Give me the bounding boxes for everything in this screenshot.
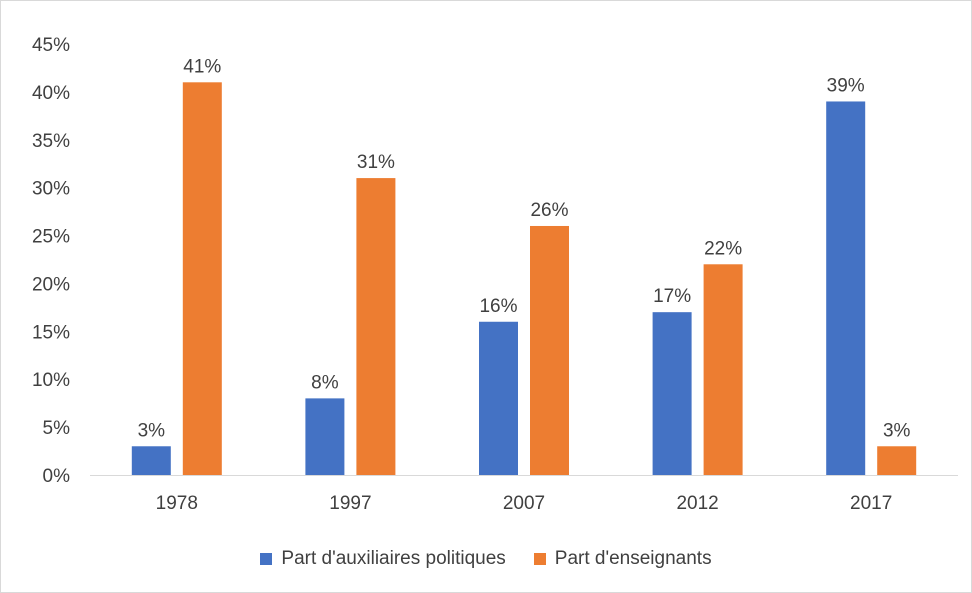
x-tick-label: 1978 [156,493,198,514]
data-label: 3% [138,420,166,441]
data-label: 41% [183,56,221,77]
data-label: 16% [479,296,517,317]
y-tick-label: 25% [32,227,70,248]
data-label: 3% [883,420,911,441]
y-tick-label: 20% [32,274,70,295]
y-tick-label: 45% [32,35,70,56]
data-label: 31% [357,152,395,173]
bar-enseignants-2007 [530,225,569,475]
y-tick-label: 10% [32,370,70,391]
x-tick-label: 2012 [676,493,718,514]
x-tick-label: 2017 [850,493,892,514]
legend-label-enseignants: Part d'enseignants [554,548,712,569]
data-label: 26% [530,200,568,221]
legend-swatch-auxiliaires [260,553,273,565]
legend-item-enseignants: Part d'enseignants [533,548,712,570]
legend: Part d'auxiliaires politiques Part d'ens… [0,548,972,570]
bar-auxiliaires-2017 [826,101,866,475]
x-tick-label: 1997 [329,493,371,514]
legend-item-auxiliaires: Part d'auxiliaires politiques [260,548,506,570]
bar-auxiliaires-1978 [131,446,171,475]
data-label: 8% [311,372,339,393]
y-tick-label: 40% [32,83,70,104]
y-tick-label: 15% [32,322,70,343]
y-tick-label: 5% [43,418,71,439]
data-label: 17% [653,286,691,307]
legend-swatch-enseignants [533,553,546,565]
bar-enseignants-2017 [877,446,917,475]
data-label: 22% [704,238,742,259]
bar-auxiliaires-2012 [652,312,692,475]
data-label: 39% [827,75,865,96]
x-tick-label: 2007 [503,493,545,514]
y-tick-label: 0% [43,466,71,487]
y-tick-label: 30% [32,179,70,200]
bar-auxiliaires-1997 [305,398,345,475]
y-tick-label: 35% [32,131,70,152]
bar-enseignants-1997 [356,178,396,476]
legend-label-auxiliaires: Part d'auxiliaires politiques [281,548,506,569]
bar-auxiliaires-2007 [479,321,518,475]
bar-enseignants-1978 [182,82,222,476]
bar-enseignants-2012 [703,264,743,475]
